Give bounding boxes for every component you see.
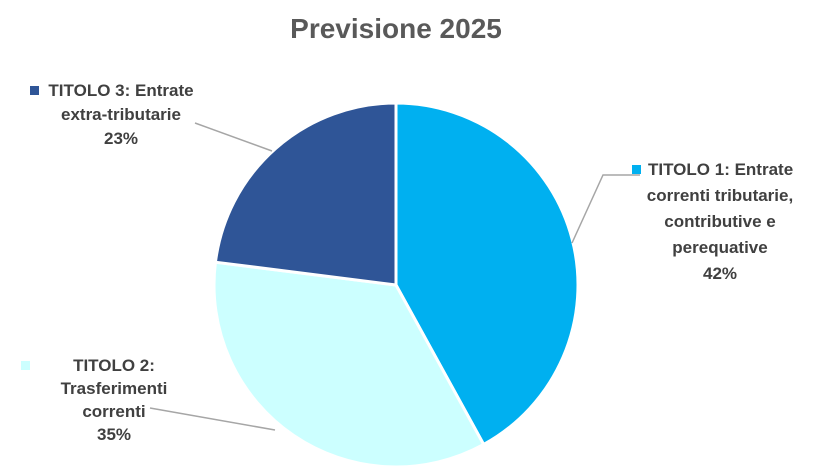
legend-marker-titolo-1 [632, 165, 641, 174]
legend-marker-titolo-2 [21, 361, 30, 370]
data-label-line: contributive e [664, 212, 775, 231]
data-labels: TITOLO 1: Entrate correnti tributarie, con… [21, 81, 793, 444]
legend-marker-titolo-3 [30, 86, 39, 95]
data-label-titolo-3: TITOLO 3: Entrate extra-tributarie 23% [48, 81, 193, 148]
chart-title: Previsione 2025 [290, 13, 502, 44]
data-label-line: TITOLO 3: Entrate [48, 81, 193, 100]
data-label-value: 35% [97, 425, 131, 444]
data-label-line: TITOLO 2: [73, 356, 155, 375]
leader-line-titolo-1 [571, 174, 640, 244]
data-label-titolo-1: TITOLO 1: Entrate correnti tributarie, con… [647, 160, 793, 283]
data-label-titolo-2: TITOLO 2: Trasferimenti correnti 35% [61, 356, 168, 444]
data-label-value: 23% [104, 129, 138, 148]
leader-lines [149, 122, 640, 431]
leader-line-titolo-3 [194, 122, 273, 152]
data-label-line: correnti tributarie, [647, 186, 793, 205]
data-label-line: correnti [82, 402, 145, 421]
pie-slice-titolo-1 [394, 101, 580, 447]
leader-line-titolo-2 [149, 407, 276, 431]
pie-slice-titolo-2 [212, 260, 486, 466]
data-label-line: Trasferimenti [61, 379, 168, 398]
data-label-value: 42% [703, 264, 737, 283]
pie-slice-titolo-3 [213, 101, 398, 287]
data-label-line: extra-tributarie [61, 105, 181, 124]
data-label-line: perequative [672, 238, 767, 257]
pie-slices [212, 101, 580, 466]
data-label-line: TITOLO 1: Entrate [648, 160, 793, 179]
